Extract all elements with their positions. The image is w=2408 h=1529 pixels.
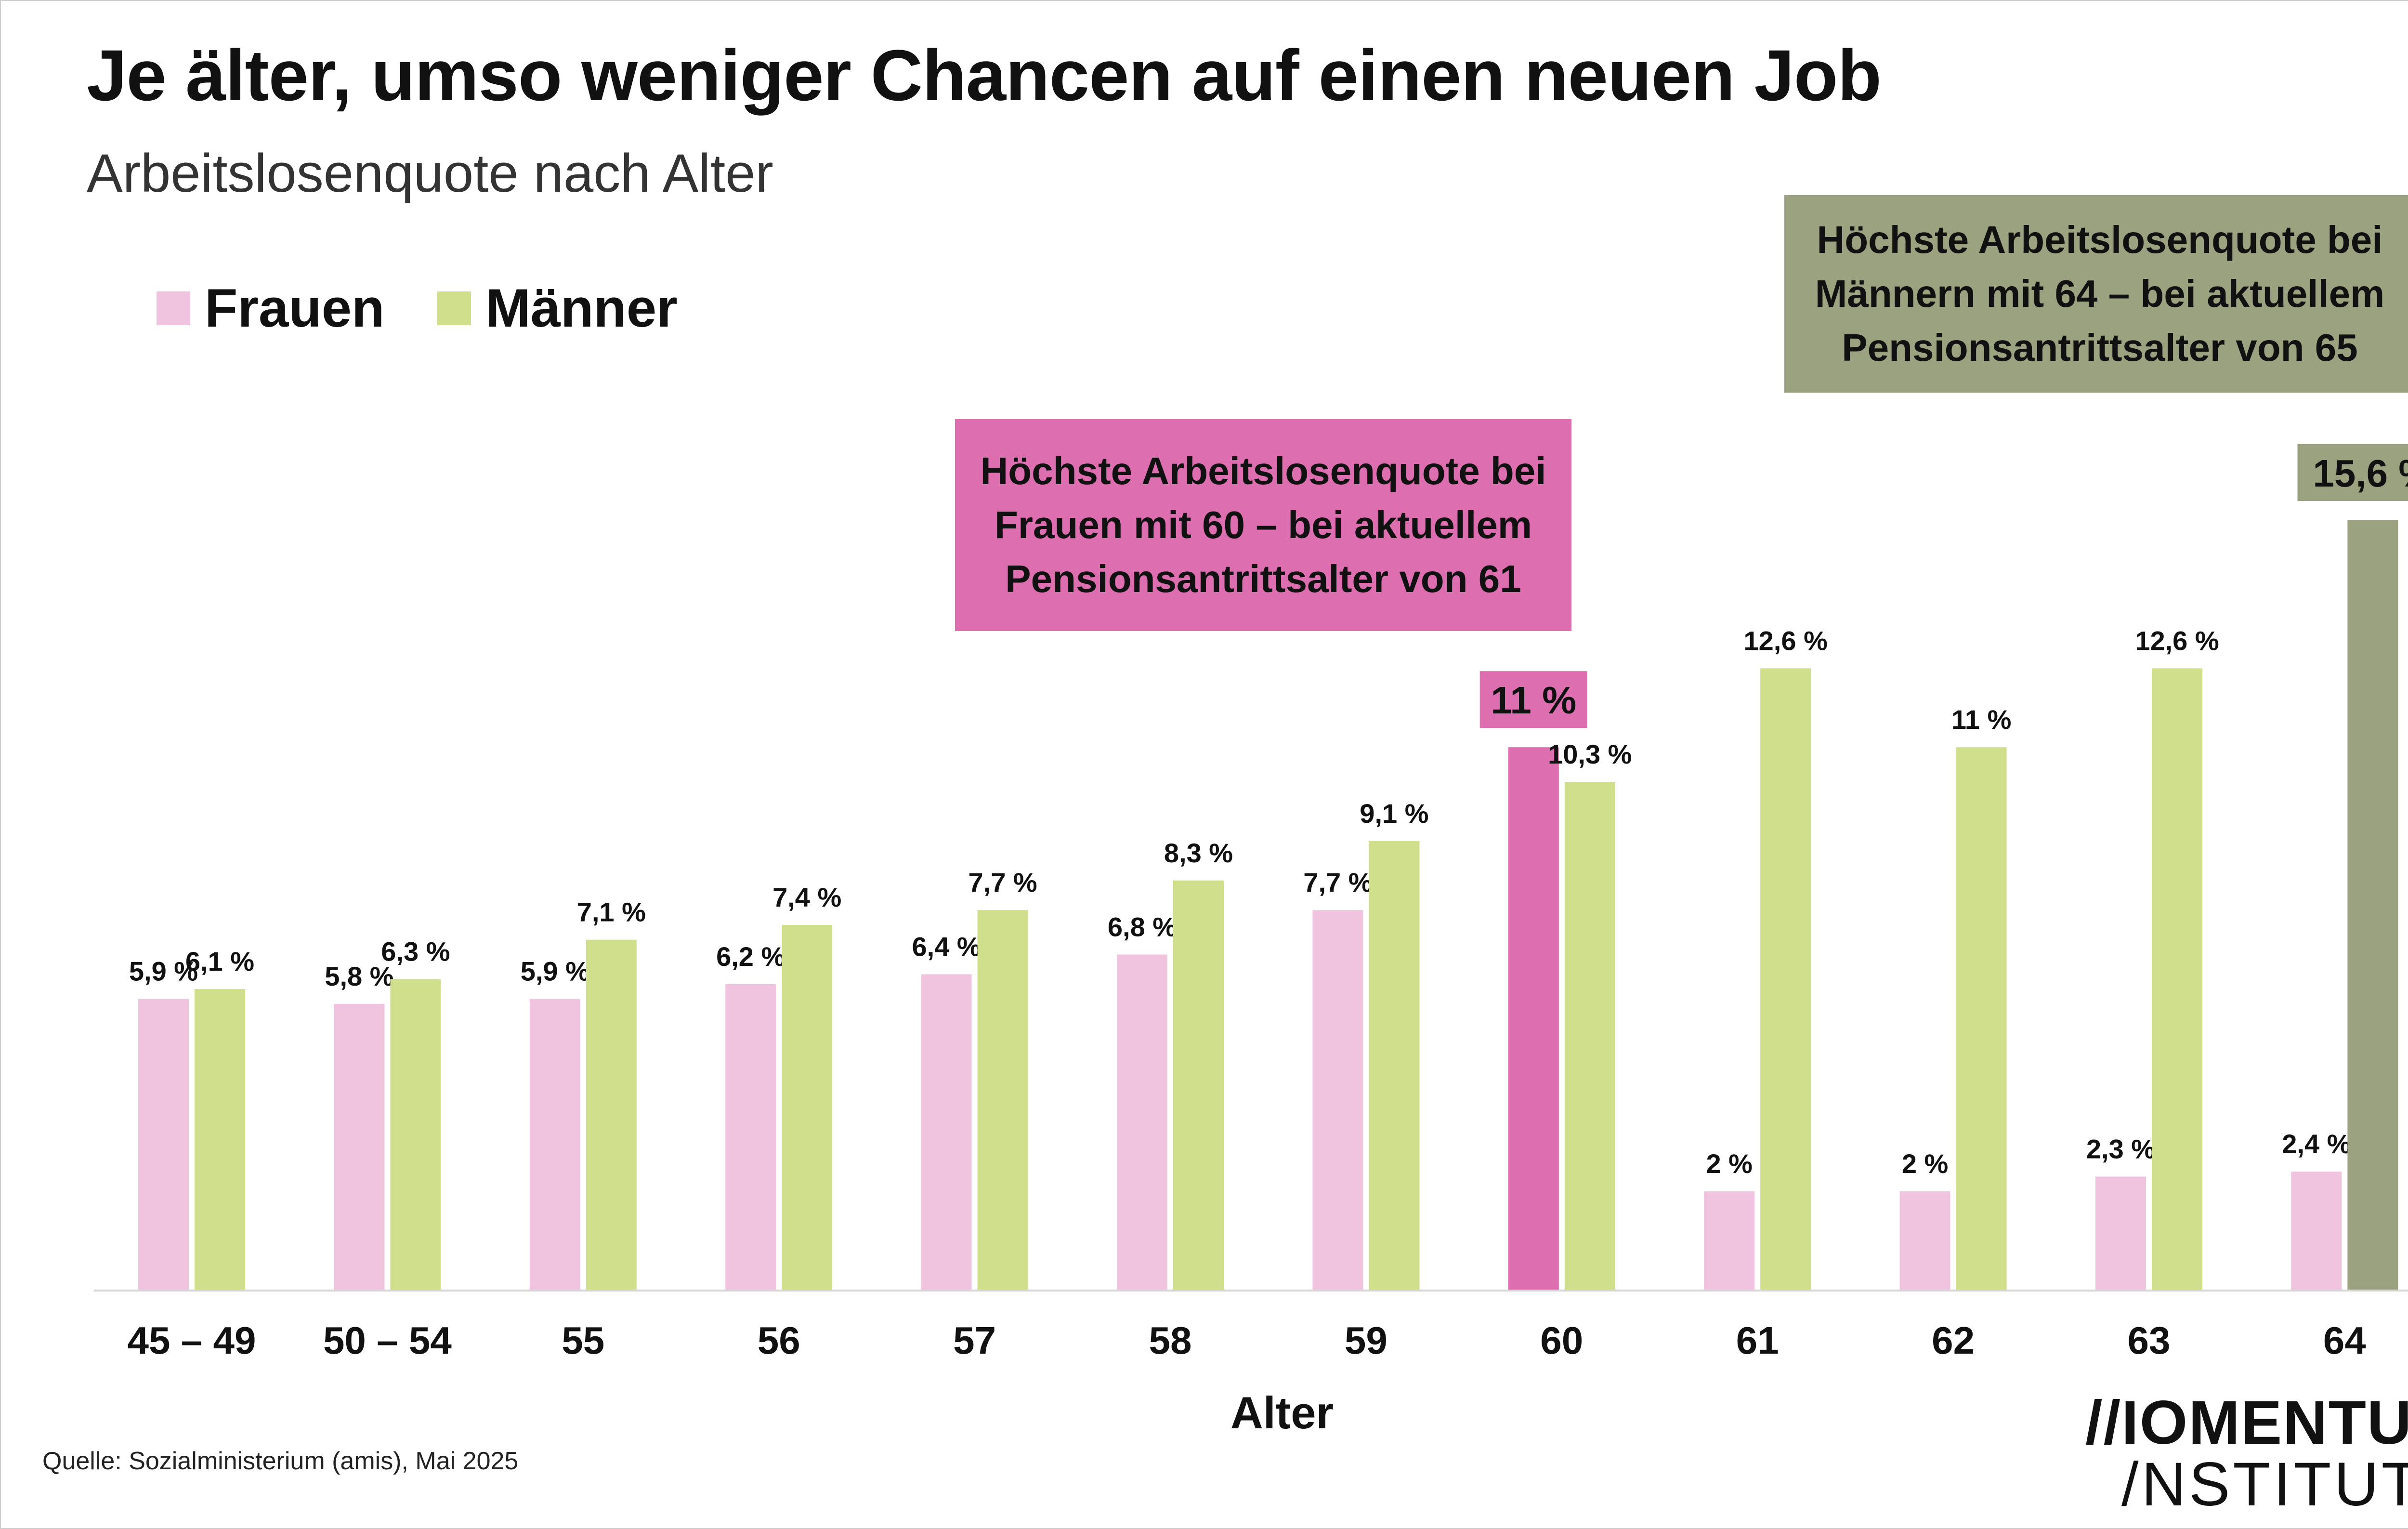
value-label-box-frauen-60 bbox=[1479, 671, 1587, 728]
value-label-m-nner-61: 12,6 % bbox=[1744, 625, 1828, 656]
bar-frauen-61 bbox=[1704, 1191, 1755, 1290]
legend-item-frauen: Frauen bbox=[157, 277, 384, 339]
value-label-m-nner-56: 7,4 % bbox=[772, 882, 841, 912]
legend-label-frauen: Frauen bbox=[205, 278, 385, 338]
bar-frauen-58 bbox=[1117, 954, 1167, 1290]
value-label-m-nner-55: 7,1 % bbox=[577, 897, 646, 927]
value-label-m-nner-64: 15,6 % bbox=[2313, 452, 2408, 495]
bar-frauen-55 bbox=[529, 999, 580, 1290]
value-label-m-nner-50-54: 6,3 % bbox=[381, 936, 450, 967]
source-note: Quelle: Sozialministerium (amis), Mai 20… bbox=[42, 1447, 519, 1475]
chart-title: Je älter, umso weniger Chancen auf einen… bbox=[87, 35, 1882, 116]
logo-line-2: /NSTITUT bbox=[2121, 1450, 2408, 1519]
value-label-frauen-59: 7,7 % bbox=[1303, 867, 1372, 897]
value-label-frauen-60: 11 % bbox=[1491, 679, 1576, 722]
value-label-frauen-62: 2 % bbox=[1902, 1148, 1949, 1179]
bar-m-nner-64 bbox=[2347, 520, 2398, 1290]
x-tick-label-64: 64 bbox=[2323, 1319, 2366, 1362]
logo-line-1: //IOMENTUM bbox=[2085, 1388, 2408, 1457]
x-tick-label-60: 60 bbox=[1540, 1319, 1583, 1362]
bar-m-nner-50-54 bbox=[390, 979, 441, 1290]
bar-m-nner-63 bbox=[2152, 668, 2202, 1290]
value-label-m-nner-59: 9,1 % bbox=[1360, 798, 1428, 829]
x-tick-label-62: 62 bbox=[1932, 1319, 1975, 1362]
bar-frauen-60 bbox=[1508, 747, 1559, 1290]
bar-frauen-45-49 bbox=[138, 999, 189, 1290]
value-label-frauen-61: 2 % bbox=[1706, 1148, 1753, 1179]
value-label-box-m-nner-64 bbox=[2297, 444, 2408, 501]
x-tick-label-55: 55 bbox=[562, 1319, 604, 1362]
value-label-frauen-57: 6,4 % bbox=[912, 931, 981, 962]
x-axis-title: Alter bbox=[1230, 1387, 1334, 1438]
bar-m-nner-45-49 bbox=[195, 989, 245, 1290]
value-label-m-nner-60: 10,3 % bbox=[1548, 739, 1632, 769]
momentum-institut-logo: //IOMENTUM /NSTITUT bbox=[2085, 1392, 2408, 1516]
bar-m-nner-62 bbox=[1956, 747, 2007, 1290]
value-label-m-nner-63: 12,6 % bbox=[2135, 625, 2219, 656]
annotation-men: Höchste Arbeitslosenquote bei Männern mi… bbox=[1784, 195, 2408, 393]
value-label-m-nner-62: 11 % bbox=[1951, 704, 2012, 735]
x-tick-label-56: 56 bbox=[758, 1319, 800, 1362]
bar-m-nner-61 bbox=[1760, 668, 1811, 1290]
value-label-frauen-64: 2,4 % bbox=[2282, 1129, 2351, 1159]
value-label-frauen-63: 2,3 % bbox=[2086, 1134, 2155, 1164]
value-label-frauen-50-54: 5,8 % bbox=[325, 961, 393, 991]
bar-frauen-50-54 bbox=[334, 1003, 385, 1290]
x-tick-label-50-54: 50 – 54 bbox=[323, 1319, 452, 1362]
value-label-frauen-45-49: 5,9 % bbox=[129, 956, 198, 987]
legend-swatch-frauen bbox=[157, 291, 190, 325]
x-tick-label-61: 61 bbox=[1736, 1319, 1779, 1362]
bar-m-nner-58 bbox=[1173, 880, 1224, 1290]
legend-label-maenner: Männer bbox=[485, 278, 678, 338]
legend-swatch-maenner bbox=[437, 291, 471, 325]
value-label-frauen-56: 6,2 % bbox=[716, 941, 785, 972]
x-tick-label-58: 58 bbox=[1149, 1319, 1192, 1362]
bar-m-nner-56 bbox=[782, 924, 833, 1290]
legend-item-maenner: Männer bbox=[437, 277, 678, 339]
x-tick-label-57: 57 bbox=[953, 1319, 996, 1362]
bar-m-nner-59 bbox=[1369, 841, 1420, 1290]
bar-frauen-59 bbox=[1312, 910, 1363, 1290]
value-label-m-nner-45-49: 6,1 % bbox=[185, 946, 254, 976]
bar-m-nner-60 bbox=[1564, 781, 1615, 1290]
legend: Frauen Männer bbox=[157, 277, 731, 339]
chart-subtitle: Arbeitslosenquote nach Alter bbox=[87, 143, 773, 203]
value-label-frauen-58: 6,8 % bbox=[1108, 911, 1177, 942]
bar-frauen-62 bbox=[1899, 1191, 1950, 1290]
x-tick-label-45-49: 45 – 49 bbox=[128, 1319, 256, 1362]
x-tick-label-63: 63 bbox=[2128, 1319, 2171, 1362]
bar-m-nner-57 bbox=[977, 910, 1028, 1290]
annotation-women: Höchste Arbeitslosenquote bei Frauen mit… bbox=[955, 419, 1571, 631]
value-label-frauen-55: 5,9 % bbox=[521, 956, 589, 987]
x-tick-label-59: 59 bbox=[1345, 1319, 1387, 1362]
bar-frauen-56 bbox=[725, 984, 776, 1290]
value-label-m-nner-57: 7,7 % bbox=[968, 867, 1037, 897]
bar-frauen-64 bbox=[2291, 1172, 2342, 1290]
value-label-m-nner-58: 8,3 % bbox=[1164, 838, 1233, 868]
bar-frauen-63 bbox=[2095, 1176, 2146, 1290]
bar-m-nner-55 bbox=[586, 939, 637, 1290]
bar-frauen-57 bbox=[921, 974, 972, 1290]
